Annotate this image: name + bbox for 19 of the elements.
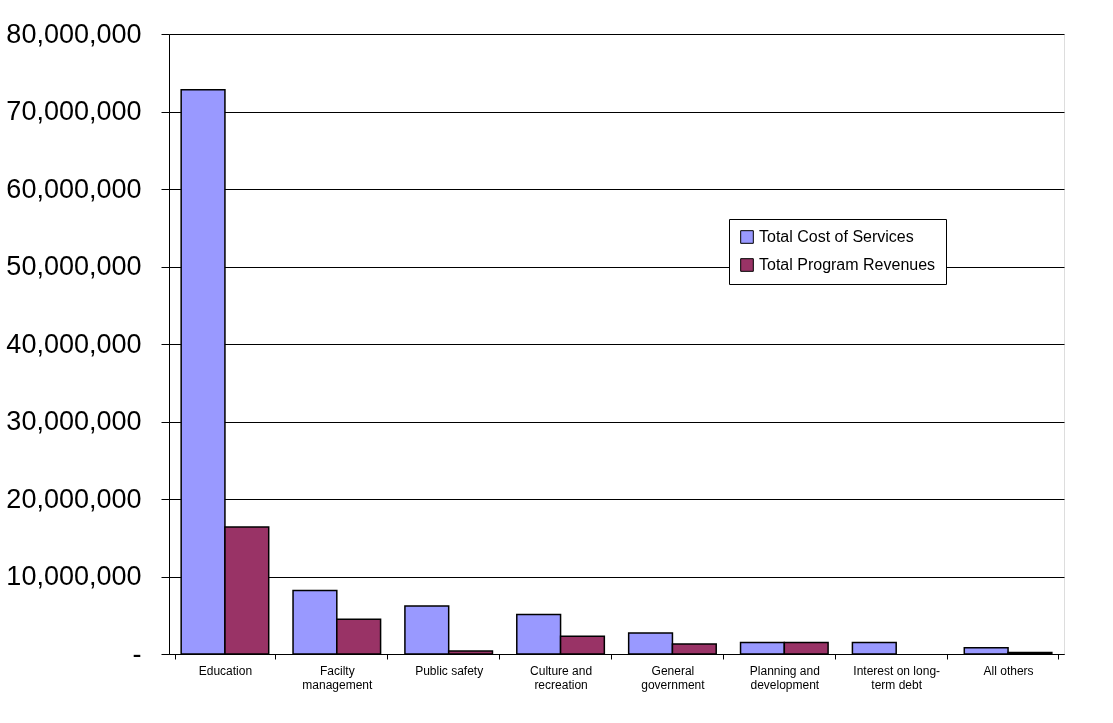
- y-tick-label: 40,000,000: [6, 328, 142, 359]
- y-tick-label: 80,000,000: [6, 18, 142, 49]
- y-tick-label: 20,000,000: [6, 483, 142, 514]
- y-tick-label: 60,000,000: [6, 173, 142, 204]
- x-tick-label: Education: [198, 663, 253, 678]
- y-tick-label: 30,000,000: [6, 406, 142, 436]
- x-tick-label: Public safety: [415, 663, 484, 678]
- x-tick-label: Interest on long-term debt: [853, 663, 941, 692]
- x-tick-label: Facilty management: [302, 663, 373, 692]
- y-tick-label: 70,000,000: [6, 96, 142, 126]
- legend-label: Total Program Revenues: [759, 256, 936, 273]
- legend-label: Total Cost of Services: [759, 228, 914, 245]
- x-tick-label: Planning and development: [749, 663, 820, 692]
- x-tick-label: General government: [641, 663, 706, 692]
- y-tick-label: 10,000,000: [6, 561, 142, 591]
- y-tick-label: -: [132, 638, 142, 669]
- y-tick-label: 50,000,000: [6, 251, 142, 281]
- x-tick-label: Culture and recreation: [530, 663, 593, 692]
- x-tick-label: All others: [983, 663, 1034, 678]
